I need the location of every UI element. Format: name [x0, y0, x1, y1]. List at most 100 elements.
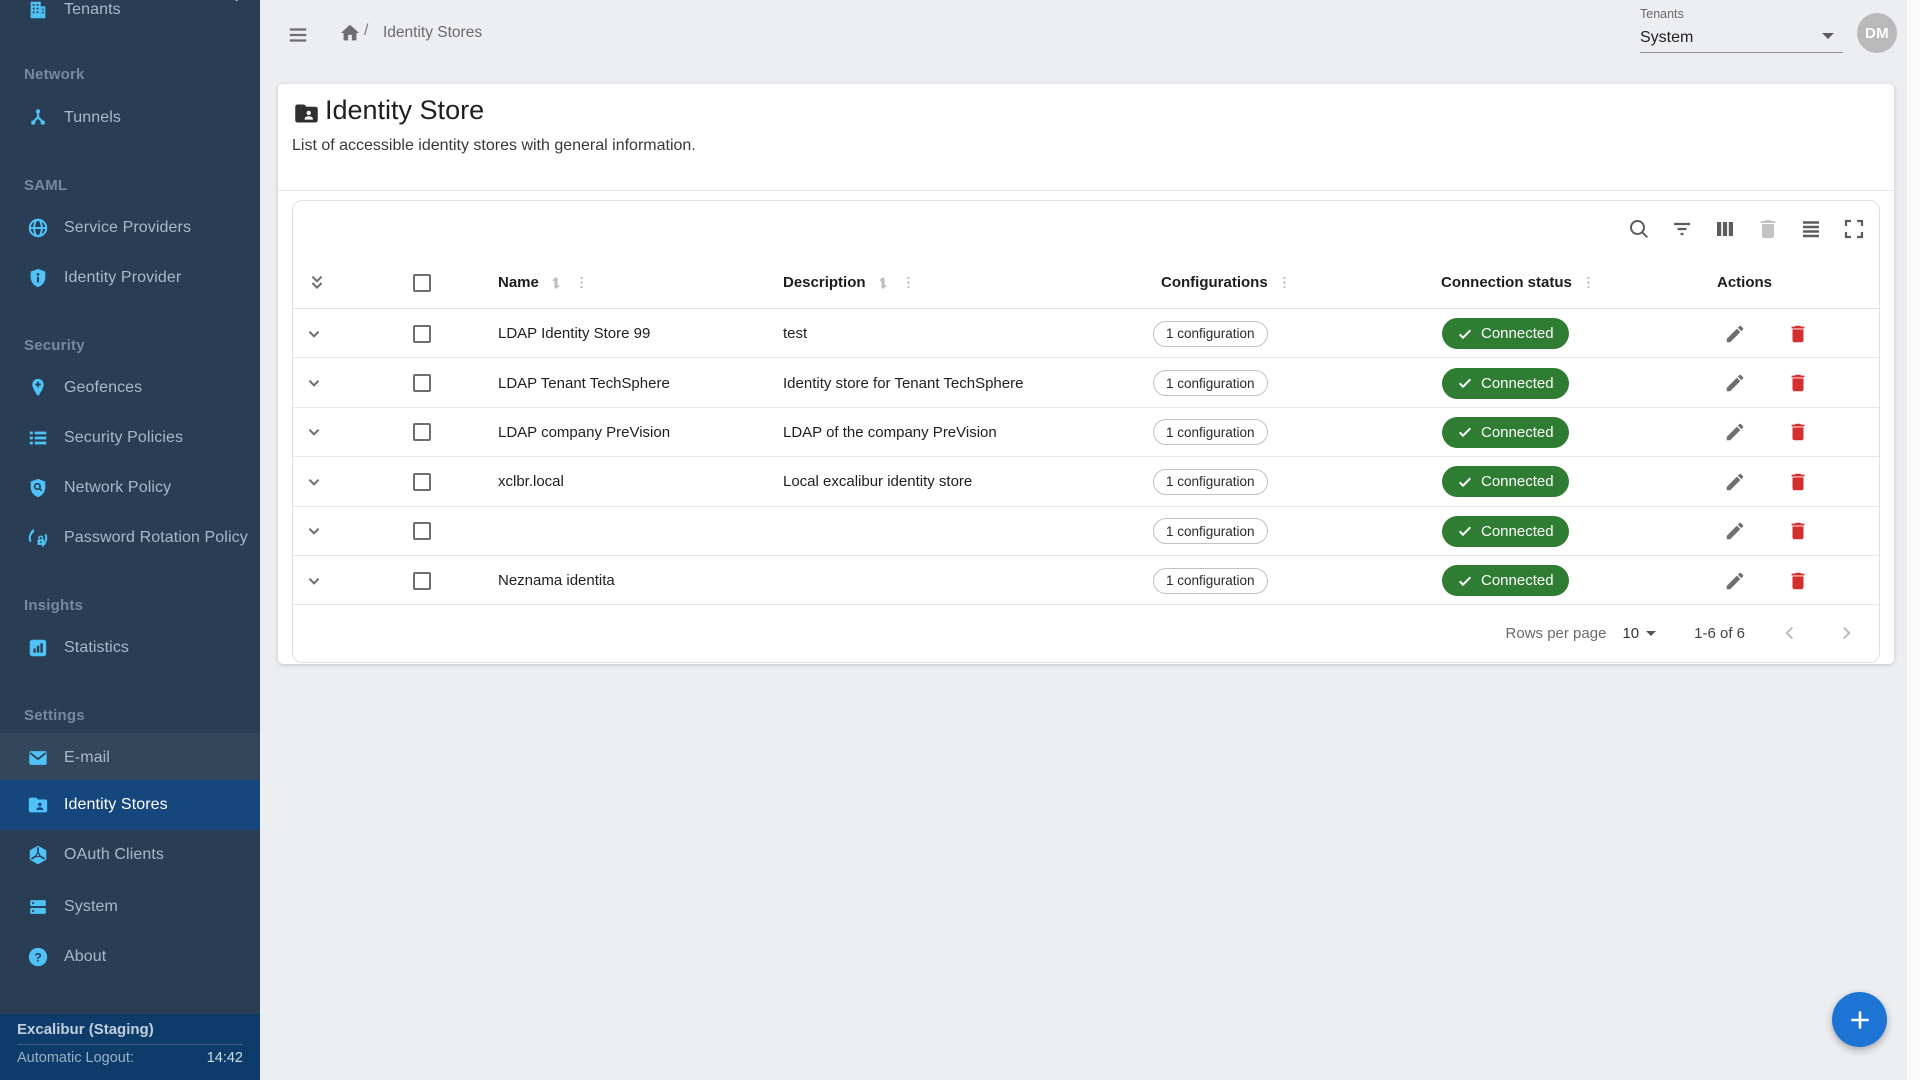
select-all-checkbox[interactable] — [413, 256, 431, 309]
sort-icon[interactable] — [547, 274, 565, 292]
sidebar-section-network: Network — [24, 65, 85, 83]
column-menu-icon[interactable] — [1276, 274, 1293, 291]
cube-icon — [27, 844, 49, 866]
caret-down-icon[interactable] — [1822, 33, 1834, 39]
caret-down-icon — [1646, 630, 1657, 636]
sidebar-item-email[interactable]: E-mail — [0, 733, 260, 783]
column-menu-icon[interactable] — [900, 274, 917, 291]
sidebar-item-statistics[interactable]: Statistics — [0, 623, 260, 673]
row-edit-button[interactable] — [1724, 457, 1746, 506]
page-scrollbar[interactable] — [1907, 0, 1920, 1080]
sidebar-item-security-policies[interactable]: Security Policies — [0, 413, 260, 463]
column-header-configurations[interactable]: Configurations — [1161, 274, 1268, 291]
breadcrumb-home-link[interactable] — [339, 22, 361, 44]
check-icon — [1458, 378, 1472, 389]
sidebar-item-service-providers[interactable]: Service Providers — [0, 203, 260, 253]
row-expand-button[interactable] — [303, 309, 325, 358]
columns-icon[interactable] — [1712, 216, 1738, 242]
row-expand-button[interactable] — [303, 408, 325, 457]
row-edit-button[interactable] — [1724, 358, 1746, 407]
tenant-select[interactable]: System — [1640, 29, 1694, 46]
row-delete-button[interactable] — [1787, 556, 1809, 605]
row-expand-button[interactable] — [303, 556, 325, 605]
delete-icon[interactable] — [1755, 216, 1781, 242]
row-configurations: 1 configuration — [1153, 309, 1268, 358]
previous-page-button[interactable] — [1779, 622, 1801, 644]
row-checkbox[interactable] — [413, 408, 431, 457]
page-subtitle: List of accessible identity stores with … — [292, 137, 696, 154]
expand-all-button[interactable] — [306, 256, 328, 309]
sidebar-item-tunnels[interactable]: Tunnels — [0, 93, 260, 143]
row-checkbox[interactable] — [413, 457, 431, 506]
sidebar-item-system[interactable]: System — [0, 882, 260, 932]
check-icon — [1458, 477, 1472, 487]
plus-icon — [1850, 1010, 1869, 1029]
row-description: Local excalibur identity store — [783, 473, 973, 491]
sidebar-item-oauth-clients[interactable]: OAuth Clients — [0, 830, 260, 880]
row-checkbox[interactable] — [413, 358, 431, 407]
status-badge: Connected — [1442, 565, 1569, 597]
row-name: LDAP Identity Store 99 — [498, 325, 651, 343]
check-icon — [1458, 526, 1472, 537]
table-row: Neznama identita 1 configuration Connect… — [293, 556, 1879, 606]
rows-per-page-select[interactable]: 10 — [1622, 625, 1657, 642]
row-configurations: 1 configuration — [1153, 408, 1268, 457]
row-expand-button[interactable] — [303, 507, 325, 556]
row-expand-button[interactable] — [303, 358, 325, 407]
row-connection-status: Connected — [1442, 358, 1569, 407]
sidebar-item-network-policy[interactable]: Network Policy — [0, 463, 260, 513]
row-edit-button[interactable] — [1724, 556, 1746, 605]
configurations-chip: 1 configuration — [1153, 320, 1268, 347]
row-configurations: 1 configuration — [1153, 556, 1268, 605]
rows-per-page-label: Rows per page — [1505, 624, 1607, 642]
sidebar-item-tenants[interactable]: Tenants — [0, 0, 260, 35]
status-badge: Connected — [1442, 416, 1569, 448]
next-page-button[interactable] — [1835, 622, 1857, 644]
sidebar-item-identity-stores[interactable]: Identity Stores — [0, 780, 260, 830]
row-edit-button[interactable] — [1724, 507, 1746, 556]
row-name — [498, 507, 773, 556]
row-checkbox[interactable] — [413, 309, 431, 358]
row-delete-button[interactable] — [1787, 309, 1809, 358]
sidebar-section-security: Security — [24, 336, 85, 354]
globe-icon — [27, 217, 49, 239]
sidebar-item-password-rotation-policy[interactable]: Password Rotation Policy — [0, 513, 260, 563]
column-header-description[interactable]: Description — [783, 274, 866, 291]
row-delete-button[interactable] — [1787, 507, 1809, 556]
add-identity-store-button[interactable] — [1832, 992, 1887, 1047]
search-icon[interactable] — [1626, 216, 1652, 242]
column-header-connection-status[interactable]: Connection status — [1441, 274, 1572, 291]
status-badge: Connected — [1442, 466, 1569, 498]
table-pagination: Rows per page 10 1-6 of 6 — [293, 604, 1879, 662]
auto-logout-label: Automatic Logout: — [17, 1050, 134, 1066]
sidebar-item-geofences[interactable]: Geofences — [0, 363, 260, 413]
column-menu-icon[interactable] — [573, 274, 590, 291]
sidebar-item-about[interactable]: ? About — [0, 932, 260, 982]
row-delete-button[interactable] — [1787, 408, 1809, 457]
row-checkbox[interactable] — [413, 507, 431, 556]
sidebar-item-identity-provider[interactable]: Identity Provider — [0, 253, 260, 303]
tunnels-icon — [27, 107, 49, 129]
trash-icon — [1791, 473, 1805, 491]
column-menu-icon[interactable] — [1580, 274, 1597, 291]
column-header-name[interactable]: Name — [498, 274, 539, 291]
fullscreen-icon[interactable] — [1841, 216, 1867, 242]
sort-icon[interactable] — [874, 274, 892, 292]
row-delete-button[interactable] — [1787, 457, 1809, 506]
filter-icon[interactable] — [1669, 216, 1695, 242]
row-delete-button[interactable] — [1787, 358, 1809, 407]
sidebar-item-label: About — [64, 948, 107, 965]
sidebar-footer: Excalibur (Staging) Automatic Logout: 14… — [0, 1014, 260, 1080]
avatar[interactable]: DM — [1857, 13, 1897, 53]
status-badge: Connected — [1442, 515, 1569, 547]
menu-toggle-button[interactable] — [287, 24, 309, 46]
row-checkbox[interactable] — [413, 556, 431, 605]
list-icon — [27, 427, 49, 449]
status-badge: Connected — [1442, 318, 1569, 350]
check-icon — [1458, 428, 1472, 438]
row-edit-button[interactable] — [1724, 408, 1746, 457]
row-edit-button[interactable] — [1724, 309, 1746, 358]
density-icon[interactable] — [1798, 216, 1824, 242]
row-expand-button[interactable] — [303, 457, 325, 506]
